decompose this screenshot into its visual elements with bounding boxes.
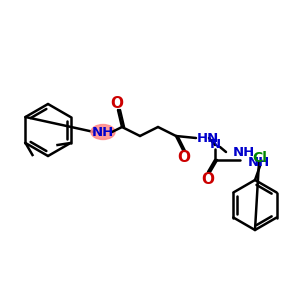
Text: O: O (178, 149, 190, 164)
Text: Cl: Cl (253, 151, 267, 165)
Text: NH: NH (92, 125, 114, 139)
Text: NH: NH (233, 146, 255, 158)
Text: O: O (110, 95, 124, 110)
Ellipse shape (91, 124, 115, 140)
Text: HN: HN (197, 131, 219, 145)
Text: O: O (202, 172, 214, 187)
Text: N: N (209, 139, 220, 152)
Text: NH: NH (248, 155, 270, 169)
